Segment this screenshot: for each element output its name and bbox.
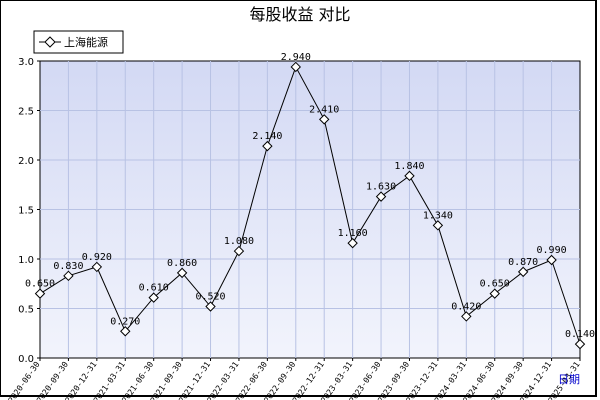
series-line xyxy=(39,65,581,345)
data-point-label: 0.830 xyxy=(53,261,83,272)
data-point-marker xyxy=(432,220,444,231)
y-tick-label: 2.5 xyxy=(18,107,34,118)
data-points xyxy=(34,61,586,350)
data-point-label: 1.840 xyxy=(394,161,424,172)
data-point-marker xyxy=(319,114,330,125)
data-point-marker xyxy=(148,292,159,303)
data-point-marker xyxy=(176,267,188,279)
y-axis: 0.0 0.5 1.0 1.5 2.0 2.5 3.0 xyxy=(18,57,40,365)
data-point-label: 1.630 xyxy=(366,182,396,193)
data-point-label: 0.650 xyxy=(25,279,55,290)
data-point-marker xyxy=(574,338,586,350)
legend: 上海能源 xyxy=(33,30,124,54)
x-tick-label: 2020-06-30 xyxy=(7,360,42,400)
data-point-label: 1.340 xyxy=(423,210,453,221)
data-point-label: 0.610 xyxy=(139,283,169,294)
data-point-marker xyxy=(375,191,387,202)
y-tick-label: 0.5 xyxy=(18,305,34,316)
y-tick-label: 1.0 xyxy=(18,255,34,266)
series-polyline xyxy=(39,65,581,345)
legend-marker-icon xyxy=(44,36,56,48)
y-tick-label: 3.0 xyxy=(18,57,34,68)
data-point-label: 1.080 xyxy=(224,236,254,247)
data-point-label: 0.520 xyxy=(195,292,225,303)
x-axis: 2020-06-302020-09-302020-12-312021-03-31… xyxy=(7,358,582,400)
data-point-label: 0.420 xyxy=(451,301,481,312)
data-point-label: 0.270 xyxy=(110,316,140,327)
data-point-marker xyxy=(34,288,46,299)
data-point-label: 0.860 xyxy=(167,258,197,269)
data-point-marker xyxy=(290,61,301,73)
y-tick-label: 2.0 xyxy=(18,156,34,167)
chart-title: 每股收益 对比 xyxy=(249,5,350,24)
data-point-marker xyxy=(63,270,74,282)
data-point-marker xyxy=(461,311,472,322)
y-tick-label: 1.5 xyxy=(18,206,34,217)
data-point-marker xyxy=(489,288,500,299)
data-point-label: 0.140 xyxy=(565,329,595,340)
data-point-label: 0.650 xyxy=(480,279,510,290)
data-point-marker xyxy=(233,245,245,257)
data-point-label: 1.160 xyxy=(338,228,368,239)
data-point-marker xyxy=(120,326,131,337)
data-point-marker xyxy=(205,301,216,312)
data-point-marker xyxy=(517,266,529,278)
grid-lines xyxy=(40,61,580,358)
data-point-label: 2.940 xyxy=(281,52,311,63)
x-axis-title: 日期 xyxy=(558,373,580,386)
legend-box xyxy=(33,30,124,54)
data-point-label: 2.140 xyxy=(252,131,282,142)
data-point-marker xyxy=(404,170,415,182)
data-point-marker xyxy=(262,140,273,152)
y-tick-label: 0.0 xyxy=(18,354,34,365)
data-point-marker xyxy=(91,261,103,273)
data-point-label: 0.990 xyxy=(537,245,567,256)
data-point-marker xyxy=(347,237,358,249)
data-point-label: 0.920 xyxy=(82,252,112,263)
legend-label: 上海能源 xyxy=(64,35,108,49)
data-point-marker xyxy=(546,254,557,266)
data-point-label: 0.870 xyxy=(508,257,538,268)
data-point-label: 2.410 xyxy=(309,104,339,115)
